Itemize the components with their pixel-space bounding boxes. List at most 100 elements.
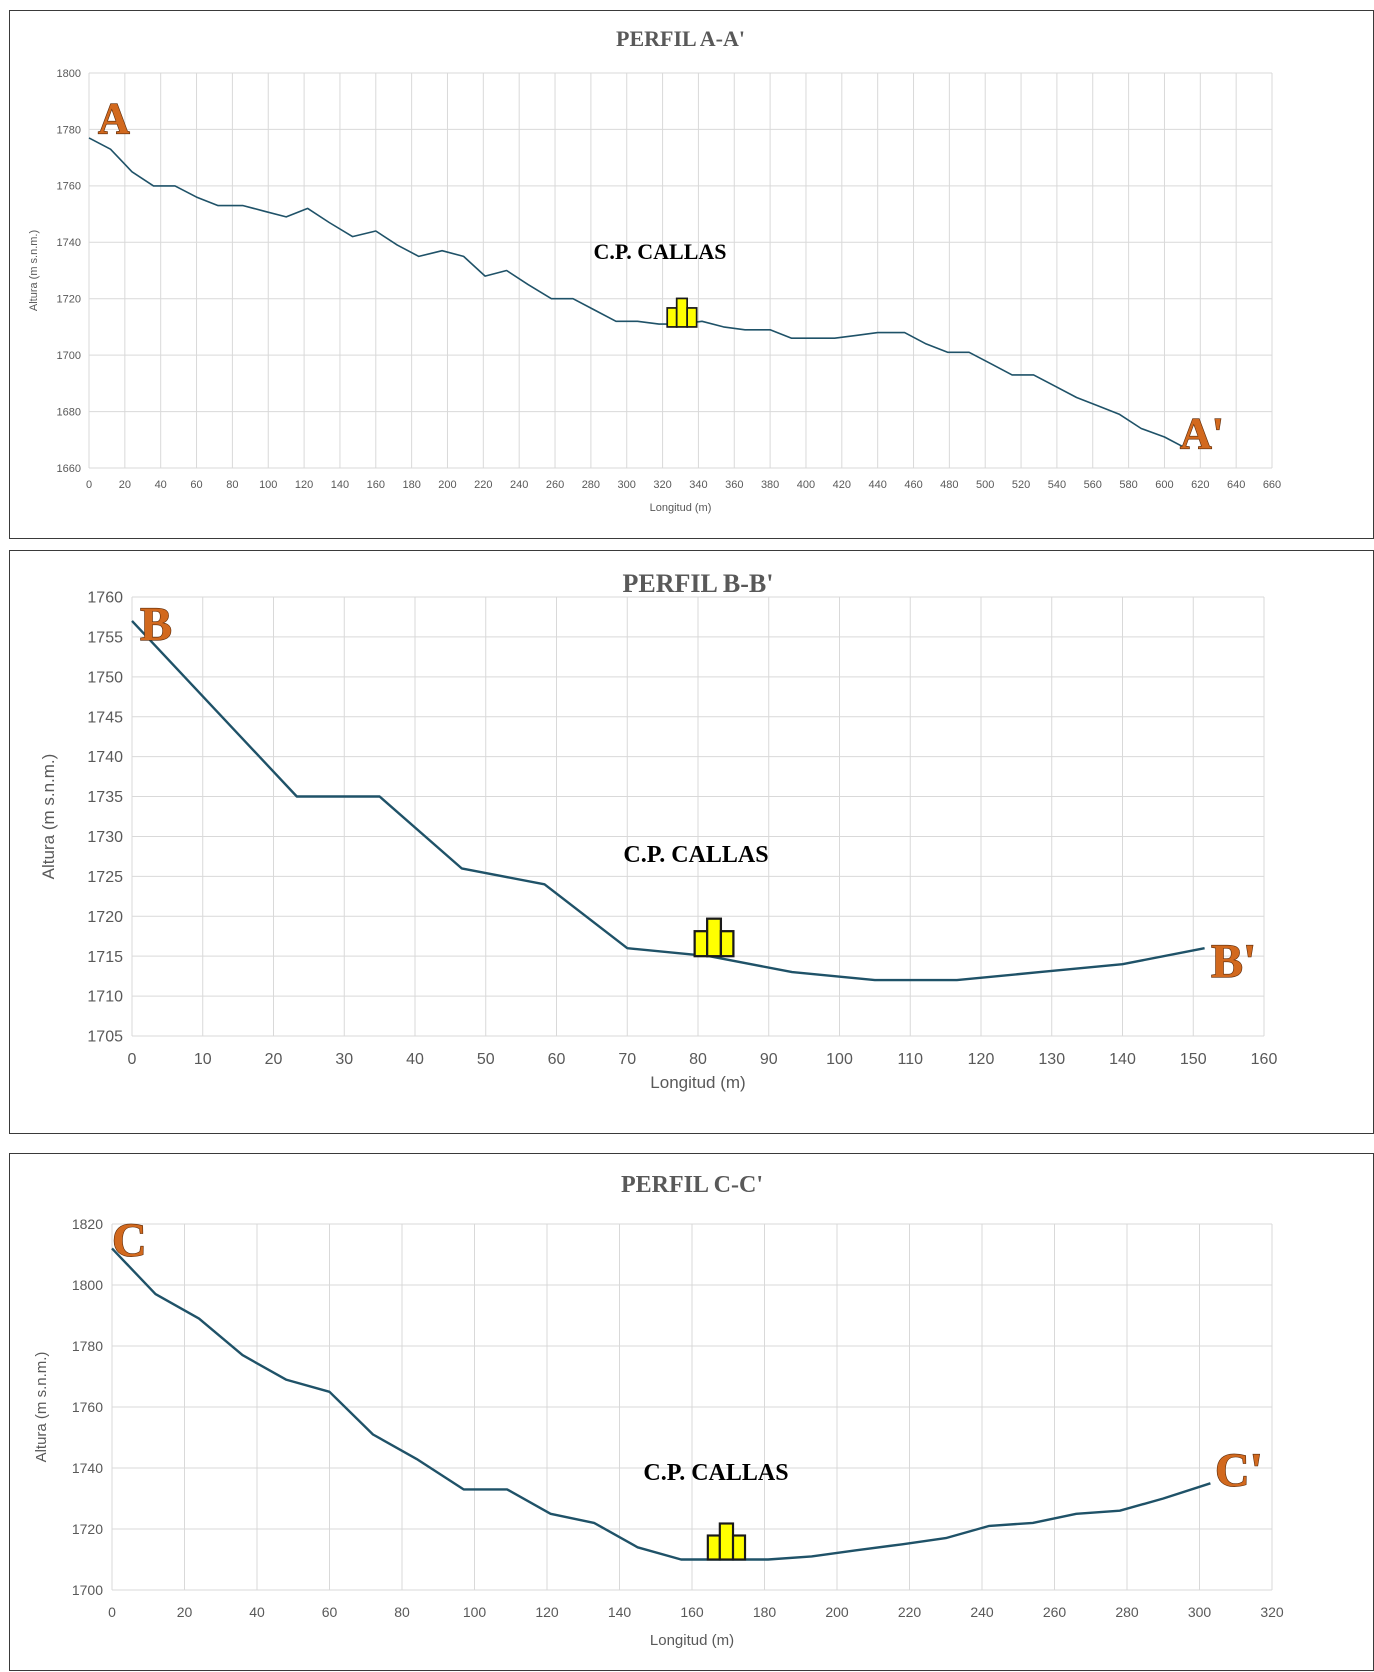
x-tick-label: 10 [194, 1051, 212, 1068]
x-tick-label: 360 [725, 479, 743, 491]
x-tick-label: 150 [1180, 1051, 1207, 1068]
x-tick-label: 0 [86, 479, 92, 491]
gridlines [132, 597, 1264, 1036]
building-left [695, 931, 708, 956]
x-tick-label: 220 [898, 1604, 922, 1620]
x-tick-label: 640 [1227, 479, 1245, 491]
x-tick-label: 500 [976, 479, 994, 491]
x-tick-label: 420 [833, 479, 851, 491]
y-tick-label: 1725 [87, 869, 123, 886]
profile-c-chart: PERFIL C-C' 0 20 40 60 80 100 120 140 160 180 200 22… [10, 1154, 1374, 1672]
start-point-label: B [140, 598, 172, 651]
end-point-label: B' [1211, 935, 1256, 988]
chart-title: PERFIL B-B' [623, 569, 774, 598]
x-tick-label: 320 [1260, 1604, 1284, 1620]
gridlines [112, 1224, 1272, 1590]
y-tick-label: 1800 [57, 68, 81, 80]
x-tick-label: 280 [1115, 1604, 1139, 1620]
chart-title: PERFIL A-A' [616, 26, 745, 51]
x-tick-label: 260 [546, 479, 564, 491]
y-tick-label: 1760 [72, 1399, 103, 1415]
building-center [707, 919, 721, 957]
y-tick-label: 1780 [72, 1338, 103, 1354]
end-point-label: C' [1215, 1444, 1263, 1497]
x-tick-label: 400 [797, 479, 815, 491]
x-tick-label: 240 [510, 479, 528, 491]
x-tick-label: 100 [826, 1051, 853, 1068]
place-label: C.P. CALLAS [643, 1460, 788, 1486]
x-tick-label: 140 [331, 479, 349, 491]
x-tick-label: 140 [1109, 1051, 1136, 1068]
y-tick-label: 1745 [87, 709, 123, 726]
x-tick-label: 80 [689, 1051, 707, 1068]
x-tick-label: 300 [618, 479, 636, 491]
y-tick-label: 1820 [72, 1216, 103, 1232]
y-tick-label: 1780 [57, 124, 81, 136]
x-tick-label: 180 [402, 479, 420, 491]
x-tick-label: 560 [1084, 479, 1102, 491]
x-tick-label: 140 [608, 1604, 632, 1620]
x-tick-label: 0 [128, 1051, 137, 1068]
x-tick-label: 70 [618, 1051, 636, 1068]
y-tick-label: 1700 [57, 350, 81, 362]
profile-a-panel: PERFIL A-A' 0 20 40 60 80 100 120 140 160 180 200 22… [9, 10, 1374, 539]
profile-b-panel: PERFIL B-B' 0 10 20 30 40 50 60 70 80 90 100 110 120 1… [9, 550, 1374, 1134]
y-tick-label: 1720 [72, 1521, 103, 1537]
x-tick-label: 520 [1012, 479, 1030, 491]
y-tick-label: 1720 [87, 909, 123, 926]
y-axis-title: Altura (m s.n.m.) [39, 754, 58, 880]
start-point-label: A [98, 94, 130, 143]
y-tick-label: 1750 [87, 669, 123, 686]
y-axis-title: Altura (m s.n.m.) [33, 1352, 50, 1463]
building-right [733, 1536, 745, 1560]
x-tick-label: 380 [761, 479, 779, 491]
place-label: C.P. CALLAS [593, 239, 726, 264]
x-tick-label: 200 [438, 479, 456, 491]
x-tick-label: 600 [1155, 479, 1173, 491]
x-tick-label: 160 [1251, 1051, 1278, 1068]
x-tick-label: 340 [689, 479, 707, 491]
x-tick-label: 90 [760, 1051, 778, 1068]
elevation-profile-line [132, 621, 1205, 980]
profile-b-chart: PERFIL B-B' 0 10 20 30 40 50 60 70 80 90 100 110 120 1… [10, 551, 1374, 1135]
x-tick-label: 0 [108, 1604, 116, 1620]
x-tick-label: 60 [322, 1604, 338, 1620]
x-tick-label: 480 [940, 479, 958, 491]
x-tick-label: 20 [119, 479, 131, 491]
x-tick-label: 20 [265, 1051, 283, 1068]
chart-title: PERFIL C-C' [621, 1172, 763, 1198]
x-tick-label: 110 [897, 1051, 923, 1068]
x-tick-label: 160 [367, 479, 385, 491]
y-tick-label: 1800 [72, 1277, 103, 1293]
x-tick-label: 100 [259, 479, 277, 491]
y-tick-label: 1715 [87, 949, 123, 966]
x-tick-label: 40 [406, 1051, 424, 1068]
end-point-label: A' [1180, 409, 1224, 458]
x-tick-label: 120 [295, 479, 313, 491]
x-tick-label: 240 [970, 1604, 994, 1620]
gridlines [89, 73, 1272, 468]
x-tick-label: 160 [680, 1604, 704, 1620]
x-tick-label: 60 [548, 1051, 566, 1068]
building-right [687, 308, 697, 327]
x-axis-title: Longitud (m) [650, 502, 712, 514]
x-tick-label: 20 [177, 1604, 193, 1620]
x-tick-label: 100 [463, 1604, 487, 1620]
x-tick-label: 40 [249, 1604, 265, 1620]
x-tick-label: 60 [190, 479, 202, 491]
place-label: C.P. CALLAS [623, 842, 768, 868]
x-axis-title: Longitud (m) [650, 1632, 734, 1649]
x-tick-label: 120 [535, 1604, 559, 1620]
building-cluster-icon [667, 298, 696, 327]
y-tick-label: 1740 [57, 237, 81, 249]
x-tick-label: 300 [1188, 1604, 1212, 1620]
y-tick-label: 1730 [87, 829, 123, 846]
x-tick-label: 280 [582, 479, 600, 491]
x-tick-label: 30 [335, 1051, 353, 1068]
x-tick-label: 130 [1038, 1051, 1065, 1068]
y-tick-label: 1705 [87, 1029, 123, 1046]
x-tick-label: 320 [653, 479, 671, 491]
y-tick-label: 1740 [72, 1460, 103, 1476]
x-tick-label: 540 [1048, 479, 1066, 491]
x-tick-label: 460 [904, 479, 922, 491]
